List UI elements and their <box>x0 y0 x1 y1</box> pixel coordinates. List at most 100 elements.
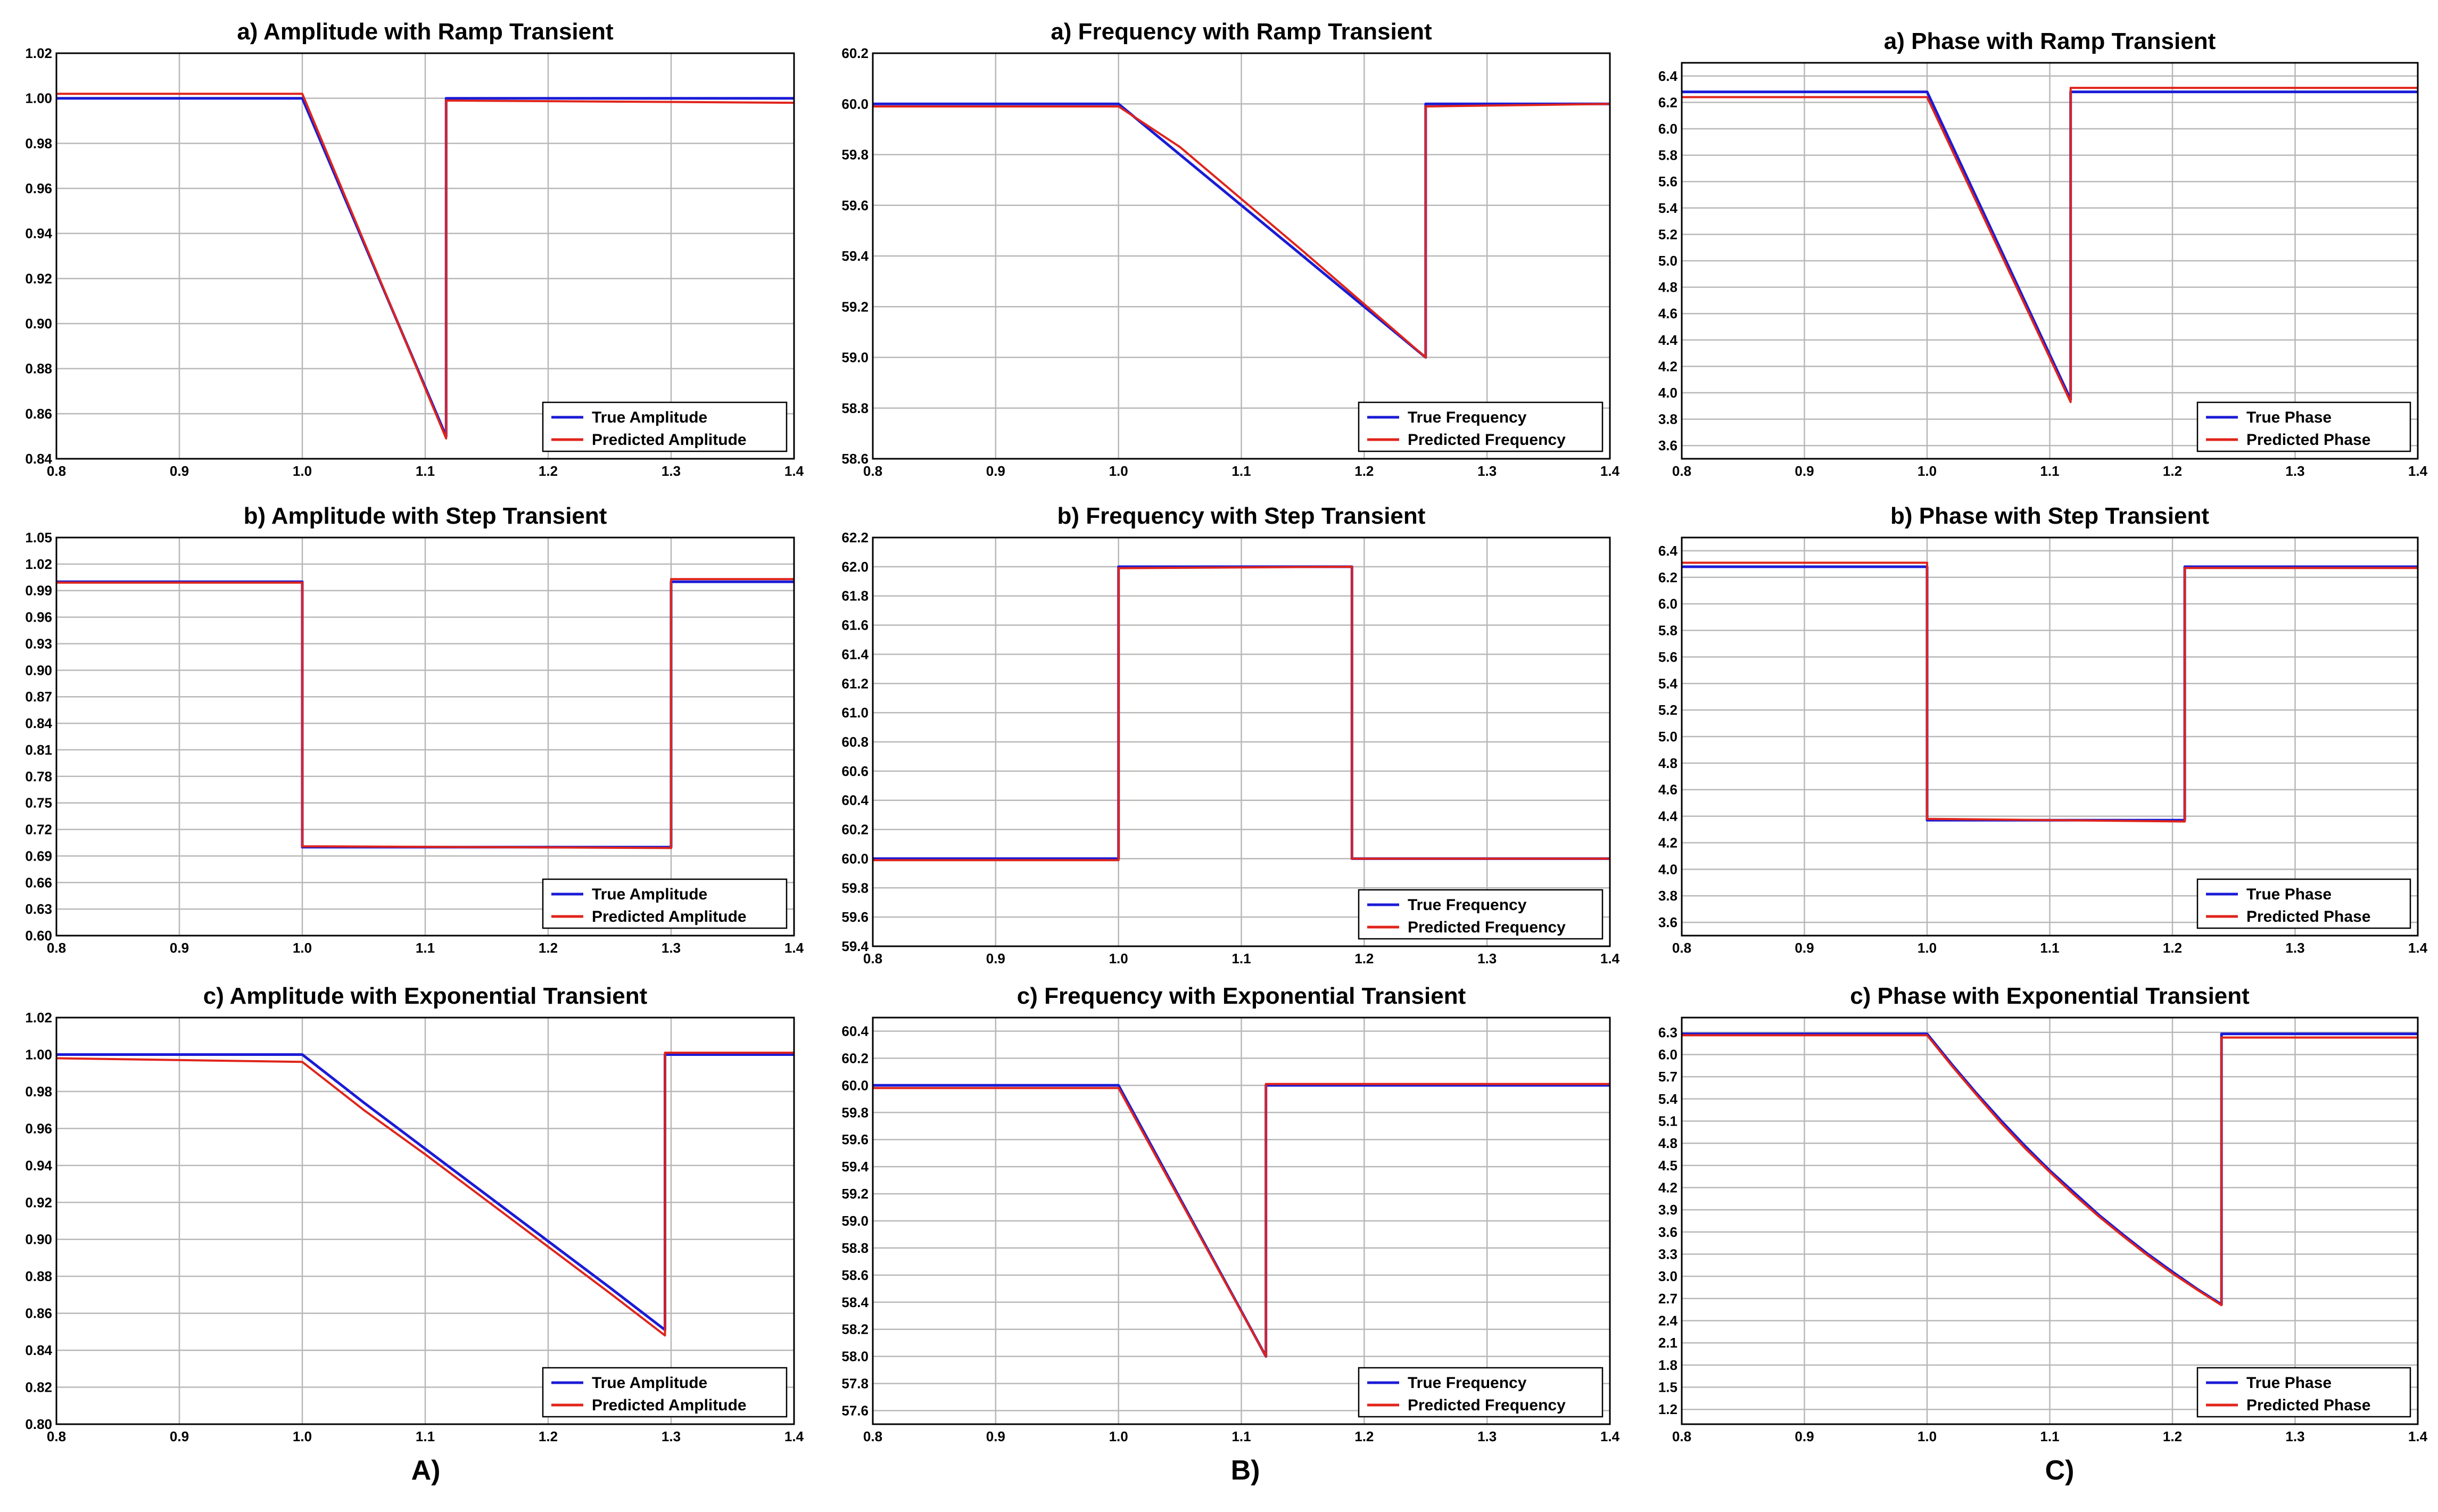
x-tick-label: 1.3 <box>662 1428 681 1444</box>
x-tick-label: 1.4 <box>784 940 804 956</box>
x-tick-label: 1.2 <box>539 1428 558 1444</box>
y-tick-label: 59.6 <box>841 1131 869 1147</box>
chart-title: a) Amplitude with Ramp Transient <box>237 19 614 45</box>
y-tick-label: 2.1 <box>1658 1335 1677 1351</box>
x-tick-label: 1.4 <box>2408 1428 2428 1444</box>
chart-panel-3: a) Phase with Ramp Transient 0.8 0.9 1.0 1.1… <box>1658 28 2428 479</box>
legend-label: Predicted Amplitude <box>592 908 747 926</box>
legend-label: Predicted Phase <box>2246 431 2370 449</box>
y-tick-label: 0.96 <box>25 609 52 625</box>
y-tick-label: 0.96 <box>25 180 52 196</box>
y-tick-label: 59.8 <box>841 147 869 163</box>
x-tick-label: 0.8 <box>47 463 66 479</box>
x-tick-label: 1.3 <box>2285 940 2304 956</box>
x-tick-label: 1.2 <box>1354 1428 1374 1444</box>
x-tick-label: 1.2 <box>1354 463 1374 479</box>
y-tick-label: 0.92 <box>25 270 52 286</box>
y-tick-label: 59.6 <box>841 909 869 925</box>
legend-label: Predicted Amplitude <box>592 431 747 449</box>
plot-frame <box>872 536 1611 947</box>
chart-panel-9: c) Phase with Exponential Transient 0.8 0.… <box>1658 983 2428 1444</box>
chart-panel-2: a) Frequency with Ramp Transient 0.8 0.9 1.… <box>841 19 1619 479</box>
x-tick-label: 0.9 <box>170 1428 189 1444</box>
y-tick-label: 59.0 <box>841 350 869 366</box>
legend-label: True Phase <box>2246 886 2332 903</box>
x-tick-label: 1.3 <box>662 940 681 956</box>
y-tick-label: 0.98 <box>25 135 52 151</box>
legend-box <box>1358 889 1604 940</box>
chart-title: c) Phase with Exponential Transient <box>1850 983 2250 1009</box>
y-tick-label: 3.0 <box>1658 1268 1677 1284</box>
chart-title: c) Amplitude with Exponential Transient <box>203 983 648 1009</box>
legend: True Amplitude Predicted Amplitude <box>542 878 788 929</box>
x-tick-label: 1.1 <box>2040 463 2059 479</box>
legend-label: Predicted Phase <box>2246 1397 2370 1414</box>
x-tick-label: 0.8 <box>1672 463 1691 479</box>
y-tick-label: 6.0 <box>1658 596 1677 612</box>
plot-frame <box>872 1017 1611 1425</box>
y-tick-label: 59.8 <box>841 1104 869 1120</box>
x-tick-label: 1.4 <box>2408 463 2428 479</box>
y-tick-label: 5.8 <box>1658 147 1677 163</box>
y-tick-label: 5.4 <box>1658 200 1678 216</box>
y-tick-label: 0.84 <box>25 451 52 467</box>
y-tick-label: 60.6 <box>841 763 869 779</box>
legend: True Frequency Predicted Frequency <box>1358 889 1604 940</box>
y-tick-label: 4.2 <box>1658 1179 1677 1195</box>
legend-label: True Frequency <box>1408 896 1527 914</box>
x-tick-label: 0.9 <box>170 940 189 956</box>
series-line-predicted <box>873 565 1610 862</box>
x-tick-label: 1.4 <box>784 463 804 479</box>
y-tick-label: 60.0 <box>841 96 869 112</box>
x-tick-label: 1.0 <box>293 1428 312 1444</box>
column-label-a: A) <box>411 1455 441 1486</box>
plot-frame <box>55 1017 795 1425</box>
y-tick-label: 0.86 <box>25 1306 52 1321</box>
y-tick-label: 59.4 <box>841 938 869 954</box>
y-tick-label: 61.0 <box>841 705 869 721</box>
y-tick-label: 59.2 <box>841 1186 869 1202</box>
y-tick-label: 0.88 <box>25 361 52 377</box>
y-tick-label: 0.90 <box>25 1232 52 1247</box>
y-tick-label: 6.2 <box>1658 569 1677 585</box>
x-tick-label: 1.1 <box>1232 463 1251 479</box>
y-tick-label: 0.60 <box>25 928 52 944</box>
x-tick-label: 0.9 <box>986 463 1005 479</box>
x-tick-label: 1.4 <box>1600 463 1620 479</box>
y-tick-label: 60.4 <box>841 1023 869 1039</box>
legend-label: True Frequency <box>1408 409 1527 426</box>
y-tick-label: 62.0 <box>841 559 869 575</box>
x-tick-label: 1.1 <box>2040 940 2059 956</box>
y-tick-label: 60.2 <box>841 822 869 838</box>
chart-panels: a) Amplitude with Ramp Transient 0.8 0.9 1.… <box>25 19 2427 1444</box>
chart-title: a) Frequency with Ramp Transient <box>1051 19 1432 45</box>
legend-box <box>2196 401 2411 452</box>
x-tick-label: 1.0 <box>293 940 312 956</box>
x-tick-label: 1.2 <box>539 463 558 479</box>
y-tick-label: 6.4 <box>1658 543 1678 559</box>
y-tick-label: 0.98 <box>25 1084 52 1100</box>
y-tick-label: 58.8 <box>841 1240 869 1256</box>
plot-frame <box>1681 62 2419 460</box>
y-tick-label: 0.72 <box>25 822 52 838</box>
legend: True Amplitude Predicted Amplitude <box>542 1367 788 1418</box>
legend-label: True Amplitude <box>592 1374 707 1392</box>
y-tick-label: 4.4 <box>1658 332 1678 348</box>
y-tick-label: 4.0 <box>1658 861 1677 877</box>
y-tick-label: 4.6 <box>1658 305 1677 321</box>
series-line-predicted <box>56 93 795 440</box>
y-tick-label: 58.6 <box>841 451 869 467</box>
x-tick-label: 0.8 <box>47 940 66 956</box>
y-tick-label: 1.00 <box>25 90 52 106</box>
x-tick-label: 1.2 <box>2163 1428 2182 1444</box>
chart-panel-1: a) Amplitude with Ramp Transient 0.8 0.9 1.… <box>25 19 804 479</box>
x-tick-label: 0.8 <box>47 1428 66 1444</box>
y-tick-label: 59.2 <box>841 299 869 315</box>
legend-label: Predicted Phase <box>2246 908 2370 926</box>
y-tick-label: 1.02 <box>25 45 52 61</box>
series-line-predicted <box>873 103 1610 359</box>
x-tick-label: 0.8 <box>863 951 882 966</box>
y-tick-label: 6.0 <box>1658 121 1677 137</box>
y-tick-label: 0.96 <box>25 1120 52 1136</box>
y-tick-label: 3.8 <box>1658 411 1677 427</box>
